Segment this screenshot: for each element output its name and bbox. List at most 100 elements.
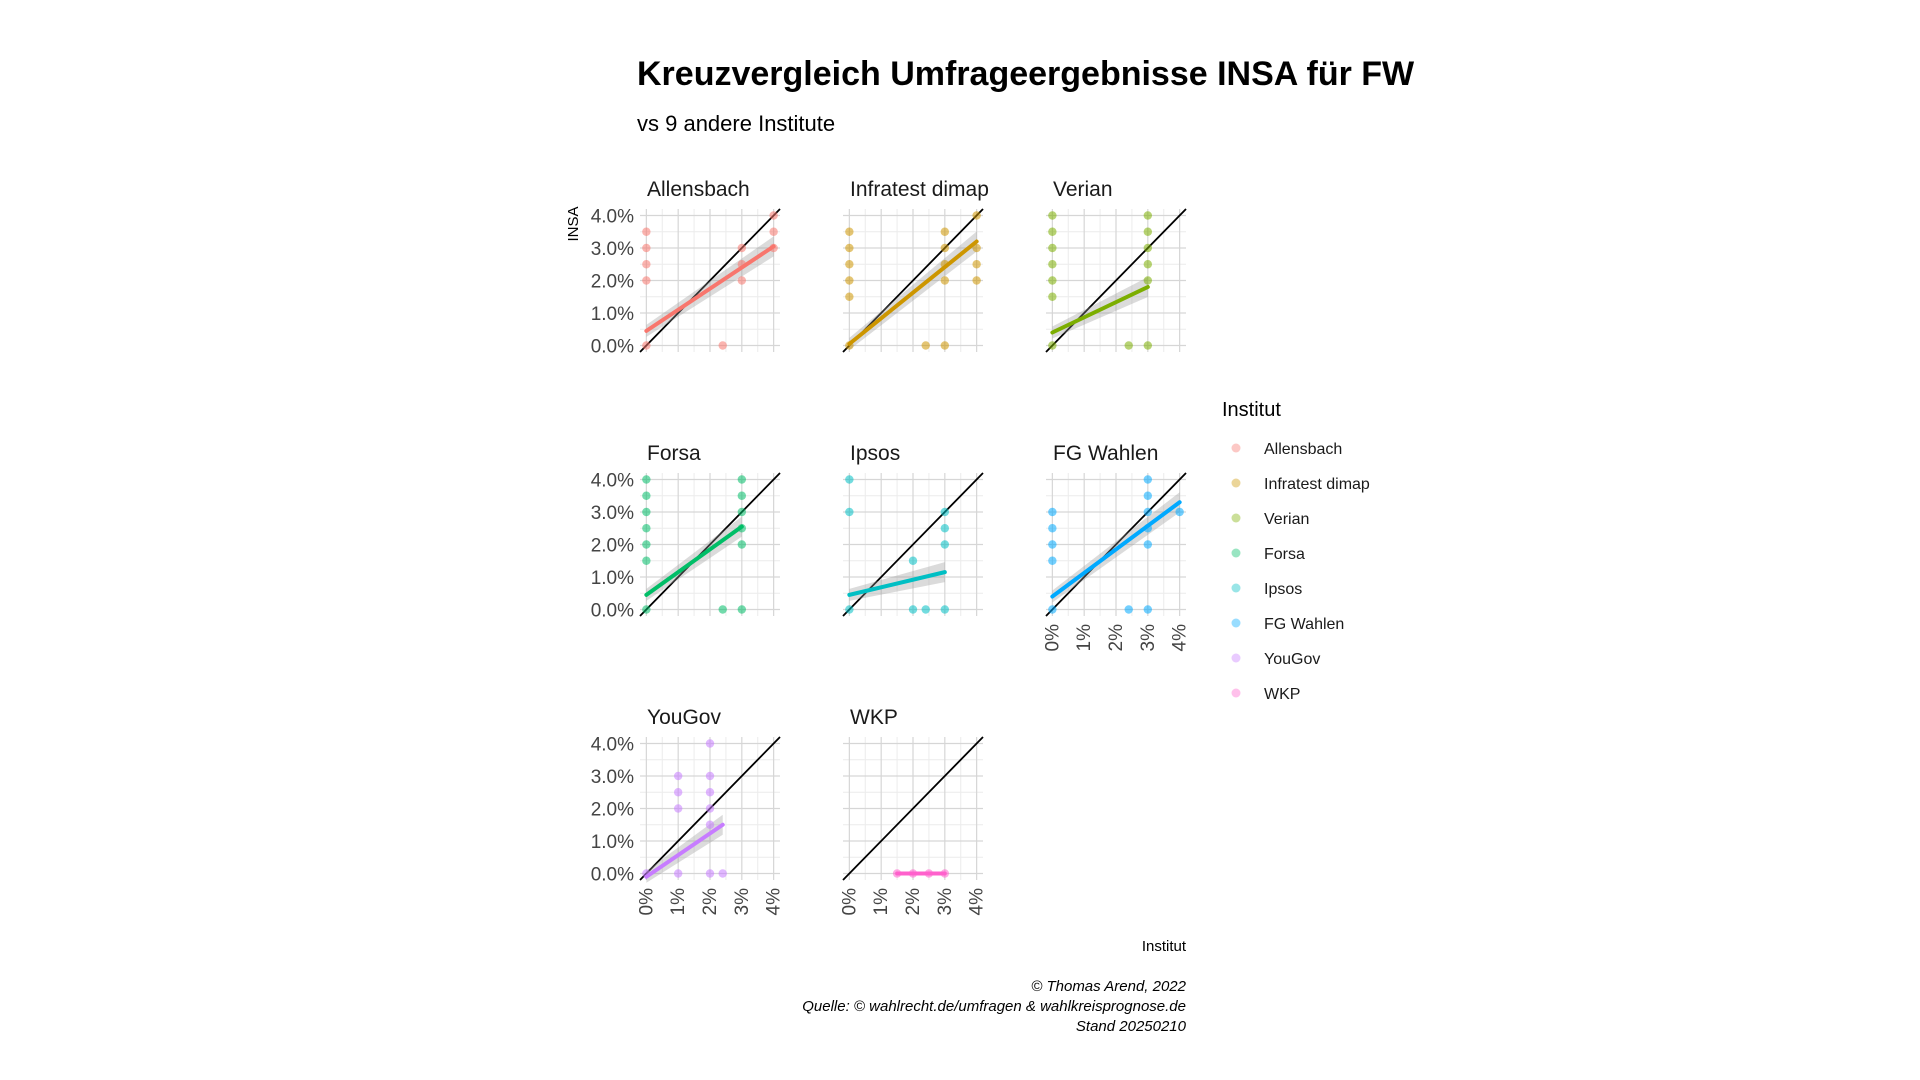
y-tick-label: 1.0% xyxy=(591,304,634,325)
data-point xyxy=(940,540,950,549)
data-point xyxy=(972,276,981,285)
data-point xyxy=(1143,341,1153,350)
data-point xyxy=(845,605,854,614)
data-point xyxy=(1048,540,1057,549)
data-point xyxy=(1143,540,1153,549)
legend-key xyxy=(1231,478,1241,488)
regression-line xyxy=(644,244,776,333)
data-point xyxy=(673,804,683,813)
data-point xyxy=(737,243,747,253)
legend-item-allensbach: Allensbach xyxy=(1231,441,1342,458)
data-point xyxy=(737,540,747,549)
data-point xyxy=(1048,260,1057,269)
x-tick-label: 4% xyxy=(764,888,785,916)
data-point xyxy=(769,227,778,236)
x-tick-label: 2% xyxy=(1106,624,1127,652)
legend-key xyxy=(1231,583,1241,593)
legend-key xyxy=(1231,688,1241,698)
data-point xyxy=(737,260,747,269)
data-point xyxy=(737,276,747,285)
data-point xyxy=(940,524,950,533)
x-tick-label: 1% xyxy=(1074,624,1095,652)
data-point xyxy=(737,507,747,517)
data-point xyxy=(642,556,651,565)
data-point xyxy=(642,276,651,285)
legend-item-wkp: WKP xyxy=(1231,686,1300,703)
data-point xyxy=(908,605,918,614)
x-tick-label: 2% xyxy=(700,888,721,916)
y-tick-label: 4.0% xyxy=(591,735,634,756)
panel-infratest-dimap: Infratest dimap xyxy=(842,178,989,353)
data-point xyxy=(940,227,950,236)
data-point xyxy=(921,341,930,350)
data-point xyxy=(1124,605,1133,614)
panel-ipsos: Ipsos xyxy=(842,442,984,617)
chart-title: Kreuzvergleich Umfrageergebnisse INSA fü… xyxy=(637,55,1415,93)
data-point xyxy=(1048,227,1057,236)
data-point xyxy=(972,243,981,253)
y-tick-label: 2.0% xyxy=(591,272,634,293)
data-point xyxy=(1124,341,1133,350)
panel-title: WKP xyxy=(850,706,898,729)
legend-label: WKP xyxy=(1264,686,1300,703)
legend-item-infratest-dimap: Infratest dimap xyxy=(1231,476,1370,493)
panel-title: Ipsos xyxy=(850,442,900,465)
x-tick-label: 4% xyxy=(967,888,988,916)
y-tick-label: 2.0% xyxy=(591,536,634,557)
x-tick-label: 1% xyxy=(668,888,689,916)
panel-allensbach: Allensbach 0.0% 1.0% 2.0% 3.0% 4.0% xyxy=(591,178,781,358)
regression-line xyxy=(644,822,725,879)
identity-line xyxy=(842,736,984,881)
legend-label: Forsa xyxy=(1264,546,1305,563)
y-axis-label: INSA xyxy=(565,206,582,241)
y-tick-label: 4.0% xyxy=(591,471,634,492)
caption-line-2: Quelle: © wahlrecht.de/umfragen & wahlkr… xyxy=(802,998,1186,1015)
data-point xyxy=(642,491,651,500)
legend-key xyxy=(1231,513,1241,523)
panel-title: FG Wahlen xyxy=(1053,442,1158,465)
panel-title: Verian xyxy=(1053,178,1113,201)
data-point xyxy=(845,341,854,350)
x-tick-label: 0% xyxy=(839,888,860,916)
data-point xyxy=(642,341,651,350)
x-tick-label: 3% xyxy=(1138,624,1159,652)
panel-title: Infratest dimap xyxy=(850,178,989,201)
y-tick-label: 3.0% xyxy=(591,239,634,260)
caption-line-1: © Thomas Arend, 2022 xyxy=(1031,978,1186,995)
data-point xyxy=(1143,227,1153,236)
x-axis-label: Institut xyxy=(1142,938,1187,955)
data-point xyxy=(1048,211,1057,220)
data-point xyxy=(1175,507,1184,517)
data-point xyxy=(737,491,747,500)
chart-subtitle: vs 9 andere Institute xyxy=(637,111,835,136)
data-point xyxy=(940,260,950,269)
data-point xyxy=(718,605,727,614)
data-point xyxy=(718,341,727,350)
panel-forsa: Forsa 0.0% 1.0% 2.0% 3.0% 4.0% xyxy=(591,442,781,622)
data-point xyxy=(892,869,902,878)
data-point xyxy=(1143,211,1153,220)
data-point xyxy=(769,243,778,253)
data-point xyxy=(1048,276,1057,285)
data-point xyxy=(642,869,651,878)
panel-yougov: YouGov 0.0% 1.0% 2.0% 3.0% 4.0% 0% 1% 2% 3% 4% xyxy=(591,706,785,915)
data-point xyxy=(1143,475,1153,484)
x-tick-label: 3% xyxy=(935,888,956,916)
data-point xyxy=(845,475,854,484)
data-point xyxy=(1048,341,1057,350)
data-point xyxy=(642,524,651,533)
x-tick-label: 0% xyxy=(1042,624,1063,652)
regression-line xyxy=(847,570,947,597)
data-point xyxy=(642,260,651,269)
x-tick-label: 4% xyxy=(1170,624,1191,652)
data-point xyxy=(1048,243,1057,253)
data-point xyxy=(940,243,950,253)
regression-line xyxy=(644,524,744,597)
legend-key xyxy=(1231,443,1241,453)
data-point xyxy=(705,820,715,829)
data-point xyxy=(1143,524,1153,533)
y-tick-label: 1.0% xyxy=(591,832,634,853)
legend-label: Verian xyxy=(1264,511,1309,528)
y-tick-label: 1.0% xyxy=(591,568,634,589)
data-point xyxy=(642,507,651,517)
